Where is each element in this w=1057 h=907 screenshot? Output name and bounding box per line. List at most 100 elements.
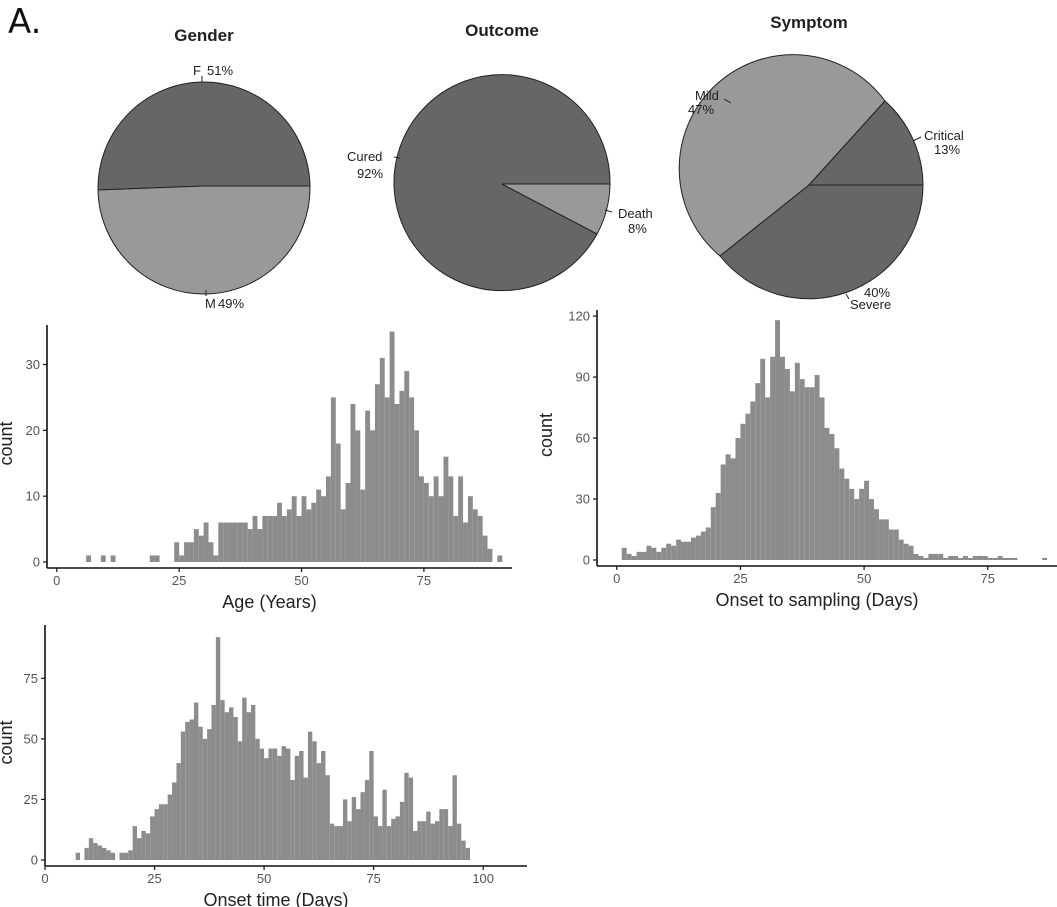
histogram-age-y-label: count bbox=[0, 421, 16, 465]
histogram-onset-to-sampling-bar bbox=[760, 358, 766, 560]
histogram-age-bar bbox=[384, 397, 390, 562]
histogram-age-bar bbox=[370, 430, 375, 562]
histogram-onset-time-bar bbox=[229, 707, 234, 860]
histogram-onset-to-sampling-bar bbox=[918, 555, 924, 560]
histogram-onset-to-sampling-bar bbox=[1002, 557, 1008, 560]
histogram-age-bar bbox=[487, 548, 493, 562]
histogram-onset-to-sampling-bar bbox=[953, 555, 959, 560]
histogram-onset-time-bar bbox=[211, 704, 216, 860]
histogram-age-bar bbox=[184, 542, 189, 562]
histogram-age-bar bbox=[321, 496, 326, 562]
histogram-onset-to-sampling-bar bbox=[834, 448, 840, 560]
histogram-onset-time-bar bbox=[255, 738, 260, 860]
histogram-age-bar bbox=[296, 515, 302, 562]
histogram-age-bar bbox=[497, 555, 503, 562]
histogram-onset-to-sampling-bar bbox=[992, 557, 998, 560]
pie-outcome-leader-death bbox=[604, 209, 613, 213]
histogram-onset-to-sampling-bar bbox=[958, 557, 964, 560]
histogram-age-bar bbox=[228, 522, 233, 562]
histogram-onset-time-bar bbox=[378, 826, 383, 860]
histogram-onset-time-bar bbox=[461, 840, 466, 860]
histogram-age-bar bbox=[233, 522, 238, 562]
histogram-onset-to-sampling-bar bbox=[1007, 557, 1013, 560]
histogram-onset-time-bar bbox=[338, 826, 343, 860]
histogram-onset-time-bar bbox=[132, 826, 138, 860]
pie-outcome-title: Outcome bbox=[465, 21, 539, 40]
histogram-onset-to-sampling-bar bbox=[770, 356, 776, 560]
histogram-age-bar bbox=[340, 509, 346, 562]
histogram-onset-to-sampling-bar bbox=[661, 547, 667, 560]
histogram-onset-to-sampling-bar bbox=[948, 555, 954, 560]
histogram-age-bar bbox=[448, 476, 454, 562]
histogram-age-bar bbox=[482, 535, 488, 562]
histogram-onset-time-bar bbox=[386, 826, 392, 860]
histogram-onset-time-bar bbox=[342, 799, 348, 860]
histogram-onset-time-y-tick-label: 0 bbox=[31, 853, 38, 868]
histogram-age-bar bbox=[419, 476, 424, 562]
histogram-onset-time-bar bbox=[193, 702, 199, 860]
histogram-onset-time-bar bbox=[202, 738, 208, 860]
histogram-onset-to-sampling: 0 25 50 75 0 30 60 90 120 Onset to sampling (Days… bbox=[536, 310, 1057, 610]
histogram-onset-to-sampling-y-tick-label: 0 bbox=[583, 553, 590, 568]
histogram-age-bar bbox=[423, 483, 429, 562]
histogram-onset-to-sampling-bar bbox=[720, 464, 726, 560]
histogram-onset-to-sampling-bar bbox=[898, 539, 904, 560]
histogram-onset-time-bar bbox=[97, 845, 102, 860]
histogram-onset-time-bar bbox=[268, 748, 273, 860]
histogram-onset-to-sampling-bar bbox=[715, 492, 721, 560]
histogram-onset-to-sampling-y-label: count bbox=[536, 413, 556, 457]
histogram-onset-to-sampling-bar bbox=[710, 507, 716, 560]
histogram-onset-time-bar bbox=[325, 775, 330, 860]
histogram-age-bar bbox=[453, 515, 459, 562]
histogram-age-bar bbox=[399, 390, 405, 562]
histogram-age-y-tick-label: 30 bbox=[26, 357, 40, 372]
histogram-age-bar bbox=[291, 496, 297, 562]
histogram-age-bar bbox=[218, 522, 224, 562]
histogram-age-bar bbox=[179, 555, 185, 562]
histogram-onset-to-sampling-bar bbox=[745, 413, 751, 560]
histogram-onset-time-bar bbox=[399, 801, 405, 860]
histogram-onset-to-sampling-y-tick-label: 30 bbox=[576, 492, 590, 507]
histogram-onset-time-y-tick-label: 25 bbox=[24, 792, 38, 807]
histogram-onset-to-sampling-bar bbox=[829, 433, 835, 560]
histogram-onset-time-y-tick-label: 50 bbox=[24, 731, 38, 746]
histogram-onset-to-sampling-bar bbox=[938, 553, 944, 560]
histogram-age-bar bbox=[477, 515, 483, 562]
histogram-age-bar bbox=[247, 529, 253, 562]
histogram-age-bar bbox=[110, 555, 116, 562]
histogram-onset-time-bar bbox=[434, 821, 440, 860]
histogram-onset-time-bar bbox=[180, 731, 186, 860]
histogram-onset-to-sampling-bar bbox=[849, 488, 855, 560]
histogram-onset-to-sampling-bar bbox=[804, 387, 810, 560]
histogram-onset-to-sampling-bar bbox=[700, 531, 706, 560]
histogram-onset-time-bar bbox=[84, 847, 89, 860]
histogram-onset-time-y-tick-label: 75 bbox=[24, 671, 38, 686]
histogram-age-x-tick-label: 50 bbox=[294, 573, 308, 588]
histogram-age-bar bbox=[389, 331, 395, 562]
histogram-age-bar bbox=[467, 496, 473, 562]
histogram-onset-to-sampling-bar bbox=[997, 555, 1003, 560]
pie-symptom-leader-mild bbox=[723, 98, 732, 104]
histogram-age-bar bbox=[188, 542, 194, 562]
pie-gender-pct-f: 51% bbox=[207, 63, 233, 78]
histogram-onset-time-bar bbox=[443, 809, 449, 860]
histogram-onset-time: 0 25 50 75 100 0 25 50 75 Onset time (Days) count bbox=[0, 625, 527, 907]
histogram-onset-time-bar bbox=[452, 775, 457, 860]
pie-outcome-leader-cured bbox=[393, 156, 401, 159]
histogram-age-y-tick-label: 20 bbox=[26, 423, 40, 438]
histogram-onset-time-bar bbox=[404, 772, 409, 860]
histogram-onset-time-bar bbox=[128, 850, 133, 860]
histogram-age-bar bbox=[428, 496, 434, 562]
histogram-onset-to-sampling-bar bbox=[864, 480, 870, 560]
histogram-onset-time-bar bbox=[137, 838, 142, 860]
pie-symptom-leader-critical bbox=[912, 136, 922, 142]
histogram-onset-time-bar bbox=[294, 755, 300, 860]
histogram-onset-time-bar bbox=[163, 804, 168, 860]
histogram-onset-time-bar bbox=[373, 816, 379, 860]
histogram-onset-to-sampling-bar bbox=[814, 375, 820, 560]
histogram-onset-time-x-label: Onset time (Days) bbox=[203, 890, 348, 907]
pie-symptom-pct-mild: 47% bbox=[688, 102, 714, 117]
histogram-onset-time-bar bbox=[154, 809, 159, 860]
histogram-age-bar bbox=[203, 522, 209, 562]
histogram-age-x-tick-label: 25 bbox=[172, 573, 186, 588]
